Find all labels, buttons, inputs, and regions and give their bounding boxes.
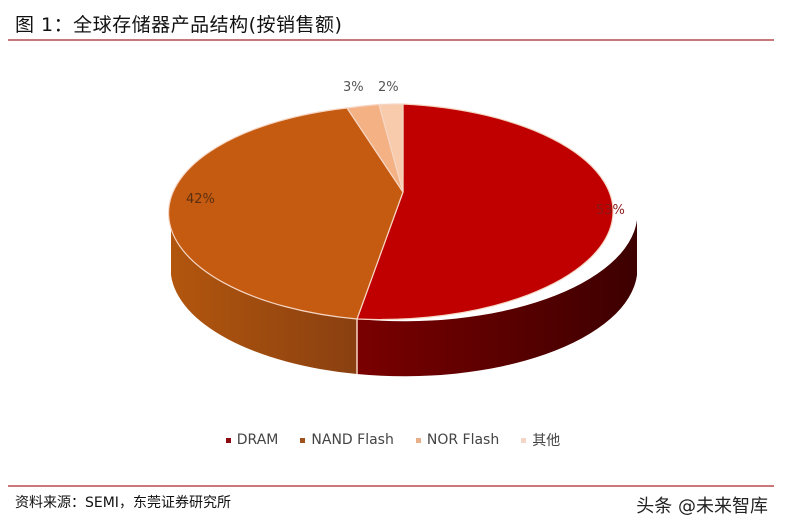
legend-label: NOR Flash <box>426 432 500 448</box>
legend-swatch-icon <box>415 437 421 443</box>
watermark: 头条 @未来智库 <box>636 496 768 517</box>
legend-label: DRAM <box>236 432 279 448</box>
dram-slice <box>356 103 614 321</box>
nor-percent-label: 3% <box>343 80 364 95</box>
legend-swatch-icon <box>521 437 527 443</box>
legend-item-other[interactable]: 其他 <box>521 430 560 450</box>
legend-swatch-icon <box>225 437 231 443</box>
legend-item-nand[interactable]: NAND Flash <box>300 430 394 450</box>
title-divider <box>8 39 774 41</box>
source-note: 资料来源：SEMI，东莞证券研究所 <box>15 495 231 511</box>
figure-title: 图 1：全球存储器产品结构(按销售额) <box>15 14 343 36</box>
legend-item-nor[interactable]: NOR Flash <box>415 430 500 450</box>
other-slice <box>378 103 404 193</box>
footer-divider <box>8 485 774 487</box>
legend-label: 其他 <box>532 433 561 449</box>
nand-side <box>171 220 357 374</box>
chart-legend: DRAM NAND Flash NOR Flash 其他 <box>0 430 786 450</box>
legend-item-dram[interactable]: DRAM <box>225 430 279 450</box>
dram-percent-label: 53% <box>596 203 625 218</box>
legend-label: NAND Flash <box>311 432 394 448</box>
nand-slice <box>168 107 404 320</box>
legend-swatch-icon <box>300 437 306 443</box>
dram-side <box>357 220 637 377</box>
nand-percent-label: 42% <box>186 192 215 207</box>
other-percent-label: 2% <box>378 80 399 95</box>
